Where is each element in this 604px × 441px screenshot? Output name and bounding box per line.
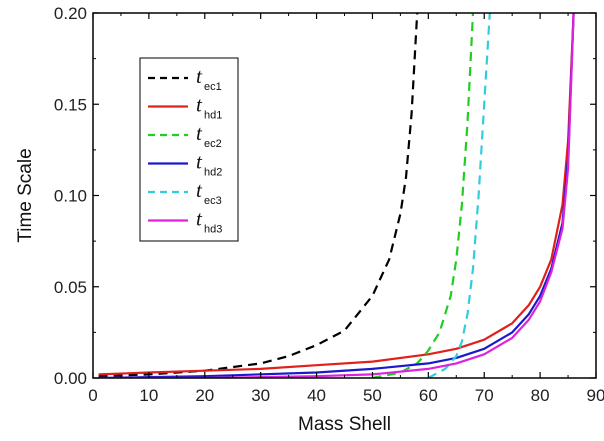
y-tick-label: 0.15 [54,95,87,114]
series-line-thd2 [98,13,575,378]
y-tick-label: 0.10 [54,187,87,206]
legend-label-sub: hd1 [204,110,222,122]
x-tick-label: 80 [531,386,550,405]
x-tick-label: 0 [88,386,97,405]
y-tick-label: 0.00 [54,369,87,388]
legend-label-main: t [196,207,203,231]
x-tick-label: 50 [363,386,382,405]
x-tick-label: 70 [475,386,494,405]
x-axis: 0 10 20 30 40 50 60 70 80 90 [88,13,604,405]
legend-label-main: t [196,64,203,88]
legend-label-main: t [196,150,203,174]
legend-label-main: t [196,178,203,202]
x-tick-label: 30 [251,386,270,405]
series-line-tec3 [427,13,491,378]
legend-label-main: t [196,121,203,145]
legend-label-sub: hd3 [204,224,222,236]
y-tick-label: 0.20 [54,4,87,23]
series-layer [98,13,575,378]
legend-label-sub: ec3 [204,195,222,207]
legend-box [139,57,239,242]
y-axis-title: Time Scale [15,148,36,242]
y-tick-label: 0.05 [54,278,87,297]
x-tick-label: 10 [139,386,158,405]
x-tick-label: 60 [419,386,438,405]
legend-label-sub: ec2 [204,138,222,150]
series-line-thd1 [98,13,575,376]
legend-label-main: t [196,93,203,117]
legend-label-sub: hd2 [204,167,222,179]
legend-label-sub: ec1 [204,81,222,93]
y-axis: 0.00 0.05 0.10 0.15 0.20 [54,4,596,388]
x-axis-title: Mass Shell [298,414,391,435]
x-tick-label: 90 [587,386,604,405]
series-line-thd3 [98,13,575,378]
series-line-tec2 [372,13,475,378]
x-tick-label: 20 [195,386,214,405]
x-tick-label: 40 [307,386,326,405]
